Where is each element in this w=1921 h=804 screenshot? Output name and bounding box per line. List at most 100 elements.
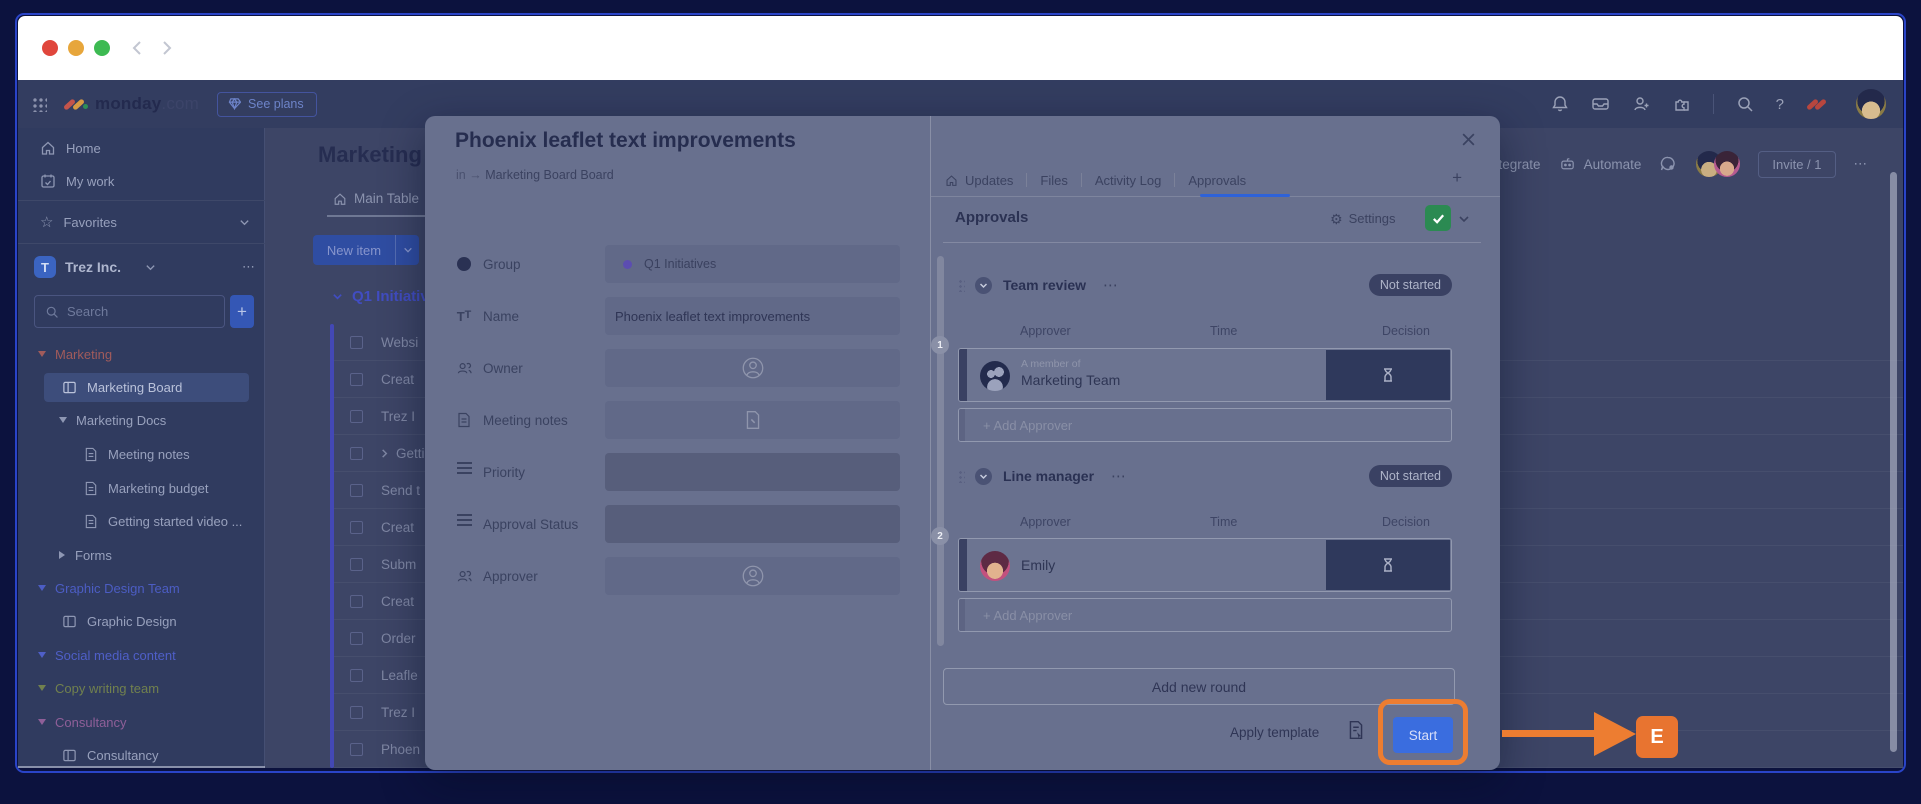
row-checkbox[interactable] [350,446,363,460]
monday-logo-icon[interactable] [62,95,89,113]
sidebar-item-graphic-design-board[interactable]: Graphic Design [62,607,177,635]
approver-row[interactable]: A member of Marketing Team [958,348,1452,402]
breadcrumb-board-link[interactable]: Marketing Board Board [485,168,614,182]
search-icon[interactable] [1736,95,1754,113]
sidebar-item-consultancy-workspace[interactable]: Consultancy [38,708,127,736]
row-checkbox[interactable] [350,335,363,349]
sidebar-item-marketing-workspace[interactable]: Marketing [38,340,112,368]
traffic-light-close[interactable] [42,40,58,56]
sidebar-item-favorites[interactable]: ☆ Favorites [40,208,250,236]
row-checkbox[interactable] [350,520,363,534]
row-checkbox[interactable] [350,483,363,497]
add-approver-button[interactable]: + Add Approver [958,408,1452,442]
decision-cell[interactable] [1326,540,1450,590]
approver-value[interactable] [605,557,900,595]
sidebar-item-consultancy-board[interactable]: Consultancy [62,741,159,768]
apply-template-button[interactable]: Apply template [1230,725,1320,740]
new-item-dropdown[interactable] [395,235,419,265]
group-header[interactable]: Q1 Initiatives [332,288,445,305]
sidebar-item-getting-started-video[interactable]: Getting started video ... [84,507,242,535]
inbox-icon[interactable] [1591,95,1610,113]
approvals-check-toggle[interactable] [1425,205,1451,231]
invite-button[interactable]: Invite / 1 [1758,150,1836,178]
decision-cell[interactable] [1326,350,1450,400]
sidebar-search[interactable]: Search [34,295,225,328]
add-board-button[interactable]: + [230,295,254,328]
collapse-round-icon[interactable] [975,276,992,294]
scrollbar[interactable] [1890,172,1897,752]
item-title[interactable]: Phoenix leaflet text improvements [455,129,796,152]
expand-item-icon[interactable] [379,448,390,459]
row-checkbox[interactable] [350,742,363,756]
sidebar-item-my-work[interactable]: My work [40,167,114,195]
traffic-light-zoom[interactable] [94,40,110,56]
tab-updates[interactable]: Updates [945,173,1013,188]
sidebar-item-home[interactable]: Home [40,134,101,162]
round-menu-icon[interactable]: ⋯ [1103,277,1120,294]
board-menu-icon[interactable]: ⋯ [1853,156,1868,171]
row-checkbox[interactable] [350,631,363,645]
round-name[interactable]: Team review [1003,277,1087,293]
workspace-menu-icon[interactable]: ⋯ [242,259,256,274]
notifications-icon[interactable] [1551,95,1569,113]
drag-handle-icon[interactable] [958,278,965,292]
user-avatar[interactable] [1856,89,1886,119]
add-approver-button[interactable]: + Add Approver [958,598,1452,632]
row-checkbox[interactable] [350,409,363,423]
see-plans-button[interactable]: See plans [217,91,317,117]
tab-files[interactable]: Files [1040,173,1067,188]
sidebar-item-label: Marketing Board [87,379,183,395]
traffic-light-minimize[interactable] [68,40,84,56]
tab-activity-log[interactable]: Activity Log [1095,173,1161,188]
row-checkbox[interactable] [350,705,363,719]
collapse-round-icon[interactable] [975,467,992,485]
approval-status-value[interactable] [605,505,900,543]
board-chat-icon[interactable] [1659,155,1678,173]
sidebar-item-marketing-board[interactable]: Marketing Board [62,373,182,401]
row-checkbox[interactable] [350,668,363,682]
sidebar-item-copy-writing-team[interactable]: Copy writing team [38,674,159,702]
add-new-round-button[interactable]: Add new round [943,668,1455,705]
sidebar-item-marketing-budget[interactable]: Marketing budget [84,474,208,502]
tab-approvals[interactable]: Approvals [1188,173,1246,188]
approver-row[interactable]: Emily [958,538,1452,592]
new-item-button[interactable]: New item [313,235,419,265]
group-value[interactable]: Q1 Initiatives [605,245,900,283]
row-checkbox[interactable] [350,372,363,386]
name-input[interactable]: Phoenix leaflet text improvements [605,297,900,335]
approvals-settings-button[interactable]: ⚙ Settings [1330,211,1396,226]
row-checkbox[interactable] [350,594,363,608]
group-color-bar [330,324,334,768]
sidebar-item-forms[interactable]: Forms [59,541,112,569]
sidebar-item-marketing-docs[interactable]: Marketing Docs [59,406,166,434]
drag-handle-icon[interactable] [958,469,965,483]
template-doc-icon[interactable] [1347,720,1365,740]
tab-main-table[interactable]: Main Table [333,191,419,206]
close-icon[interactable] [1457,128,1480,151]
row-checkbox[interactable] [350,557,363,571]
workspace-switcher[interactable]: T Trez Inc. ⋯ [34,253,256,281]
owner-value[interactable] [605,349,900,387]
meeting-notes-value[interactable] [605,401,900,439]
round-name[interactable]: Line manager [1003,468,1095,484]
sidebar-item-meeting-notes[interactable]: Meeting notes [84,440,190,468]
forward-icon[interactable] [156,38,176,58]
add-tab-button[interactable]: + [1452,168,1462,187]
marketplace-icon[interactable] [1673,95,1691,113]
automate-button[interactable]: Automate [1559,156,1641,172]
help-icon[interactable]: ? [1775,95,1784,113]
sidebar-item-social-media-content[interactable]: Social media content [38,641,176,669]
start-button[interactable]: Start [1393,717,1453,753]
invite-members-icon[interactable] [1632,95,1651,113]
rounds-timeline-track [937,256,944,646]
integrate-button[interactable]: Integrate [1487,156,1541,172]
sidebar-item-graphic-design-team[interactable]: Graphic Design Team [38,574,180,602]
monday-mark-icon [1805,95,1828,113]
apps-grid-icon[interactable] [32,96,47,112]
board-members-avatars[interactable] [1696,151,1741,177]
chevron-down-icon[interactable] [1458,213,1470,225]
monday-logo-text[interactable]: monday.com [95,94,199,114]
back-icon[interactable] [128,38,148,58]
priority-value[interactable] [605,453,900,491]
round-menu-icon[interactable]: ⋯ [1111,468,1128,485]
